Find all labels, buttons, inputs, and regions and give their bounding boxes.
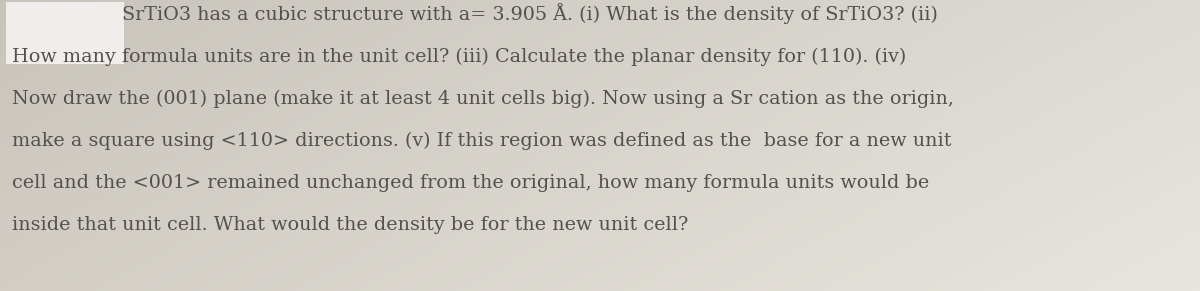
Text: How many formula units are in the unit cell? (iii) Calculate the planar density : How many formula units are in the unit c… (12, 47, 906, 66)
Text: Now draw the (001) plane (make it at least 4 unit cells big). Now using a Sr cat: Now draw the (001) plane (make it at lea… (12, 90, 954, 108)
Text: cell and the <001> remained unchanged from the original, how many formula units : cell and the <001> remained unchanged fr… (12, 174, 929, 192)
Text: inside that unit cell. What would the density be for the new unit cell?: inside that unit cell. What would the de… (12, 216, 689, 234)
Bar (6, 2, 124, 64)
Text: SrTiO3 has a cubic structure with a= 3.905 Å. (i) What is the density of SrTiO3?: SrTiO3 has a cubic structure with a= 3.9… (122, 3, 938, 24)
Text: make a square using <110> directions. (v) If this region was defined as the  bas: make a square using <110> directions. (v… (12, 132, 952, 150)
